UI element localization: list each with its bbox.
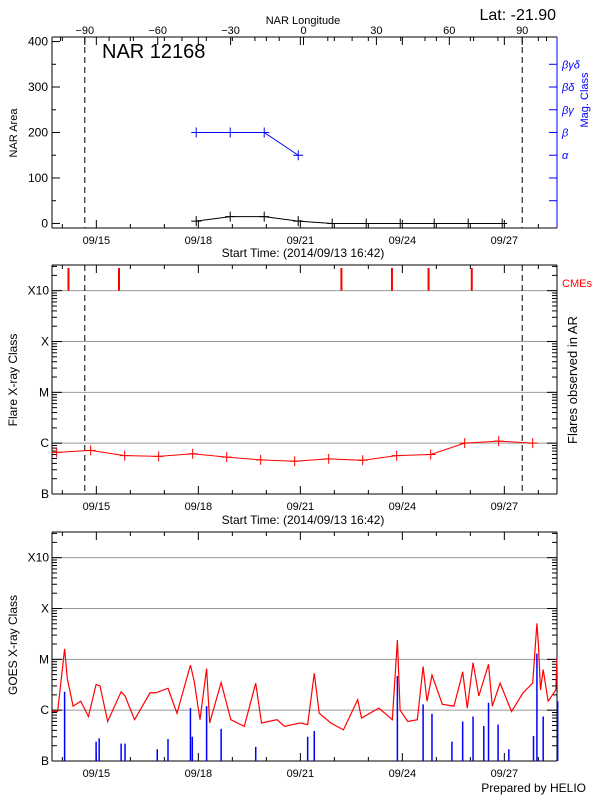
- longitude-tick-label: −90: [75, 25, 94, 37]
- area-ylabel: NAR Area: [8, 108, 20, 158]
- class-tick-label: B: [41, 754, 49, 768]
- data-point-marker: [357, 455, 368, 466]
- longitude-tick-label: 60: [443, 25, 455, 37]
- date-tick-label: 09/18: [185, 235, 213, 247]
- data-point-marker: [225, 211, 236, 222]
- longitude-tick-label: −30: [221, 25, 240, 37]
- date-tick-label: 09/24: [389, 768, 417, 780]
- date-tick-label: 09/15: [83, 235, 111, 247]
- date-tick-label: 09/24: [389, 501, 417, 513]
- class-tick-label: B: [41, 487, 49, 501]
- date-tick-label: 09/24: [389, 235, 417, 247]
- date-tick-label: 09/18: [185, 768, 213, 780]
- data-point-marker: [463, 218, 474, 229]
- data-point-marker: [497, 218, 508, 229]
- lat-label: Lat: -21.90: [480, 7, 557, 24]
- data-point-marker: [225, 127, 236, 138]
- data-point-marker: [191, 127, 202, 138]
- mag-class-tick-label: βγ: [561, 105, 575, 117]
- data-point-marker: [327, 218, 338, 229]
- date-tick-label: 09/27: [491, 501, 519, 513]
- data-point-marker: [323, 453, 334, 464]
- data-point-marker: [259, 127, 270, 138]
- data-point-marker: [395, 218, 406, 229]
- longitude-axis-title: NAR Longitude: [266, 15, 341, 27]
- data-point-marker: [289, 456, 300, 467]
- class-tick-label: X: [41, 602, 49, 616]
- area-tick-label: 100: [28, 171, 48, 185]
- data-point-marker: [255, 454, 266, 465]
- panel2-xlabel: Start Time: (2014/09/13 16:42): [222, 513, 385, 527]
- data-point-marker: [391, 450, 402, 461]
- longitude-tick-label: 0: [300, 25, 306, 37]
- data-point-marker: [259, 211, 270, 222]
- longitude-tick-label: 90: [516, 25, 528, 37]
- class-tick-label: X: [41, 335, 49, 349]
- goes-long-line: [52, 623, 558, 731]
- flares-observed-label: Flares observed in AR: [565, 316, 580, 444]
- area-tick-label: 200: [28, 126, 48, 140]
- cmes-label: CMEs: [562, 278, 592, 290]
- mag-class-tick-label: βγδ: [561, 59, 581, 71]
- longitude-tick-label: −60: [148, 25, 167, 37]
- data-point-marker: [429, 218, 440, 229]
- data-point-marker: [221, 452, 232, 463]
- data-point-marker: [425, 449, 436, 460]
- data-point-marker: [293, 150, 304, 161]
- data-point-marker: [293, 216, 304, 227]
- data-point-marker: [459, 438, 470, 449]
- class-tick-label: C: [40, 703, 49, 717]
- date-tick-label: 09/18: [185, 501, 213, 513]
- mag_class-line: [196, 132, 299, 156]
- area-tick-label: 300: [28, 80, 48, 94]
- longitude-tick-label: 30: [370, 25, 382, 37]
- date-tick-label: 09/21: [287, 501, 315, 513]
- data-point-marker: [527, 438, 538, 449]
- area-line: [196, 216, 503, 224]
- data-point-marker: [191, 216, 202, 227]
- date-tick-label: 09/15: [83, 768, 111, 780]
- flare-ylabel: Flare X-ray Class: [6, 334, 20, 427]
- data-point-marker: [51, 447, 62, 458]
- mag-class-tick-label: β: [561, 128, 569, 140]
- class-tick-label: M: [39, 385, 49, 399]
- mag-class-tick-label: α: [562, 150, 569, 162]
- panel1-xlabel: Start Time: (2014/09/13 16:42): [222, 246, 385, 260]
- area-tick-label: 0: [41, 216, 48, 230]
- mag-class-label: Mag. Class: [579, 72, 591, 128]
- date-tick-label: 09/27: [491, 768, 519, 780]
- data-point-marker: [361, 218, 372, 229]
- date-tick-label: 09/27: [491, 235, 519, 247]
- data-point-marker: [119, 450, 130, 461]
- class-tick-label: X10: [28, 551, 50, 565]
- goes-ylabel: GOES X-ray Class: [6, 595, 20, 695]
- nar-title: NAR 12168: [102, 41, 205, 63]
- date-tick-label: 09/21: [287, 768, 315, 780]
- date-tick-label: 09/21: [287, 235, 315, 247]
- class-tick-label: X10: [28, 284, 50, 298]
- data-point-marker: [493, 436, 504, 447]
- footer-credit: Prepared by HELIO: [481, 781, 586, 795]
- class-tick-label: C: [40, 436, 49, 450]
- class-tick-label: M: [39, 652, 49, 666]
- data-point-marker: [187, 448, 198, 459]
- data-point-marker: [153, 451, 164, 462]
- date-tick-label: 09/15: [83, 501, 111, 513]
- mag-class-tick-label: βδ: [561, 82, 575, 94]
- data-point-marker: [85, 445, 96, 456]
- area-tick-label: 400: [28, 35, 48, 49]
